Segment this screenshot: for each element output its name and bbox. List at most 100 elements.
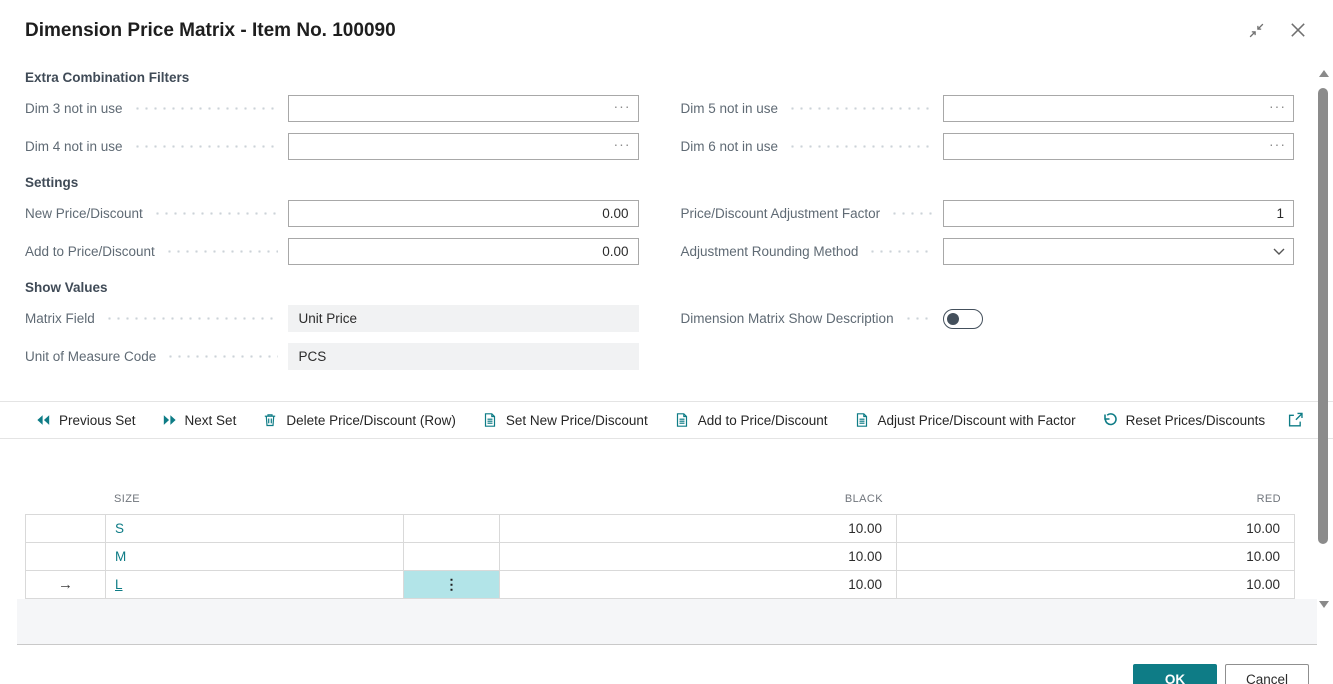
show-description-toggle[interactable]	[943, 308, 983, 329]
dim6-label: Dim 6 not in use	[680, 139, 779, 154]
vertical-scrollbar	[1317, 66, 1331, 612]
rounding-method-input[interactable]	[943, 238, 1294, 265]
dim3-label: Dim 3 not in use	[25, 101, 123, 116]
red-price-cell[interactable]: 10.00	[897, 543, 1295, 570]
set-new-price-discount-button[interactable]: Set New Price/Discount	[471, 405, 659, 435]
rounding-method-label: Adjustment Rounding Method	[680, 244, 859, 259]
window-controls	[1248, 18, 1307, 39]
add-to-price-discount-input[interactable]	[287, 238, 639, 265]
current-row-marker[interactable]: →	[26, 571, 106, 598]
assist-edit-icon[interactable]: ···	[1269, 98, 1286, 114]
add-to-price-discount-label: Add to Price/Discount	[25, 244, 155, 259]
report-icon	[484, 413, 495, 427]
adjustment-factor-input[interactable]	[943, 200, 1294, 227]
close-icon	[1291, 23, 1305, 37]
field-add-to-price-discount: Add to Price/Discount	[25, 238, 639, 265]
grid-header-red[interactable]: RED	[1256, 493, 1281, 505]
show-description-label: Dimension Matrix Show Description	[680, 311, 894, 326]
matrix-grid: S 10.00 10.00 M 10.00 10.00 → L ⋮ 10.00 …	[25, 514, 1295, 599]
grid-header: SIZE BLACK RED	[25, 484, 1295, 514]
share-icon	[1289, 412, 1303, 427]
toolbar-button-label: Reset Prices/Discounts	[1125, 412, 1266, 428]
options-form: Extra Combination Filters Dim 3 not in u…	[0, 44, 1333, 381]
dotted-leader	[164, 250, 278, 253]
grid-header-size[interactable]: SIZE	[114, 493, 141, 505]
red-price-cell[interactable]: 10.00	[897, 571, 1295, 598]
selected-cell-menu[interactable]: ⋮	[404, 571, 500, 598]
cancel-button[interactable]: Cancel	[1225, 664, 1309, 684]
assist-edit-icon[interactable]: ···	[613, 98, 631, 114]
chevron-down-icon[interactable]	[1273, 248, 1285, 256]
row-selector-cell[interactable]	[26, 543, 106, 570]
table-row: S 10.00 10.00	[26, 515, 1295, 543]
red-price-cell[interactable]: 10.00	[897, 515, 1295, 542]
close-button[interactable]	[1289, 21, 1307, 39]
field-matrix-field: Matrix Field Unit Price	[25, 305, 639, 332]
share-button[interactable]	[1280, 405, 1310, 435]
size-link[interactable]: S	[115, 521, 125, 536]
dim4-input[interactable]	[287, 133, 639, 160]
undo-icon	[1103, 413, 1117, 426]
restore-down-button[interactable]	[1248, 22, 1265, 39]
delete-price-discount-row-button[interactable]: Delete Price/Discount (Row)	[251, 405, 467, 435]
trash-icon	[265, 414, 276, 427]
dim5-label: Dim 5 not in use	[680, 101, 779, 116]
field-adjustment-factor: Price/Discount Adjustment Factor	[680, 200, 1294, 227]
new-price-discount-label: New Price/Discount	[25, 206, 143, 221]
row-selector-cell[interactable]	[26, 515, 106, 542]
table-row-selected: → L ⋮ 10.00 10.00	[26, 571, 1295, 599]
field-unit-of-measure: Unit of Measure Code PCS	[25, 343, 639, 370]
toolbar-button-label: Previous Set	[59, 412, 136, 428]
size-cell: L	[106, 571, 404, 598]
restore-down-icon	[1249, 23, 1264, 37]
black-price-cell[interactable]: 10.00	[500, 571, 897, 598]
dim6-input[interactable]	[943, 133, 1294, 160]
black-price-cell[interactable]: 10.00	[500, 515, 897, 542]
scroll-up-icon[interactable]	[1319, 70, 1329, 77]
new-price-discount-input[interactable]	[287, 200, 639, 227]
unit-of-measure-label: Unit of Measure Code	[25, 349, 157, 364]
grid-header-black[interactable]: BLACK	[844, 493, 883, 505]
scrollbar-thumb[interactable]	[1318, 88, 1328, 544]
dim4-label: Dim 4 not in use	[25, 139, 123, 154]
field-dim3: Dim 3 not in use ···	[25, 95, 639, 122]
section-heading-extra-combination-filters: Extra Combination Filters	[25, 70, 190, 85]
section-heading-show-values: Show Values	[25, 280, 108, 295]
field-dim5: Dim 5 not in use ···	[680, 95, 1294, 122]
scroll-down-icon[interactable]	[1319, 601, 1329, 608]
field-show-description: Dimension Matrix Show Description	[681, 305, 1295, 332]
assist-edit-icon[interactable]: ···	[613, 136, 631, 152]
assist-edit-icon[interactable]: ···	[1269, 136, 1286, 152]
add-to-price-discount-button[interactable]: Add to Price/Discount	[663, 405, 839, 435]
black-price-cell[interactable]: 10.00	[500, 543, 897, 570]
dotted-leader	[166, 355, 278, 358]
dotted-leader	[132, 107, 278, 110]
dim5-input[interactable]	[943, 95, 1294, 122]
toggle-knob	[947, 312, 959, 325]
dotted-leader	[868, 250, 933, 253]
blank-cell[interactable]	[404, 515, 500, 542]
ok-button[interactable]: OK	[1133, 664, 1217, 684]
previous-set-button[interactable]: Previous Set	[25, 405, 147, 435]
reset-prices-discounts-button[interactable]: Reset Prices/Discounts	[1091, 405, 1277, 435]
matrix-toolbar: Previous Set Next Set Delete Price/Disco…	[0, 401, 1333, 439]
size-link[interactable]: M	[115, 549, 127, 564]
page-title: Dimension Price Matrix - Item No. 100090	[25, 20, 396, 41]
form-left-column: Extra Combination Filters Dim 3 not in u…	[25, 69, 639, 381]
dim3-input[interactable]	[287, 95, 639, 122]
table-row: M 10.00 10.00	[26, 543, 1295, 571]
double-chevron-right-icon	[163, 415, 176, 425]
next-set-button[interactable]: Next Set	[151, 405, 248, 435]
dialog-footer: OK Cancel	[0, 645, 1333, 684]
dotted-leader	[890, 212, 933, 215]
blank-cell[interactable]	[404, 543, 500, 570]
matrix-field-label: Matrix Field	[25, 311, 95, 326]
adjust-price-discount-with-factor-button[interactable]: Adjust Price/Discount with Factor	[843, 405, 1087, 435]
size-cell: S	[106, 515, 404, 542]
dotted-leader	[788, 145, 933, 148]
toolbar-button-label: Add to Price/Discount	[697, 412, 828, 428]
size-link[interactable]: L	[115, 577, 123, 592]
grid-footer-strip	[17, 599, 1317, 645]
adjustment-factor-label: Price/Discount Adjustment Factor	[680, 206, 881, 221]
field-rounding-method: Adjustment Rounding Method	[680, 238, 1294, 265]
